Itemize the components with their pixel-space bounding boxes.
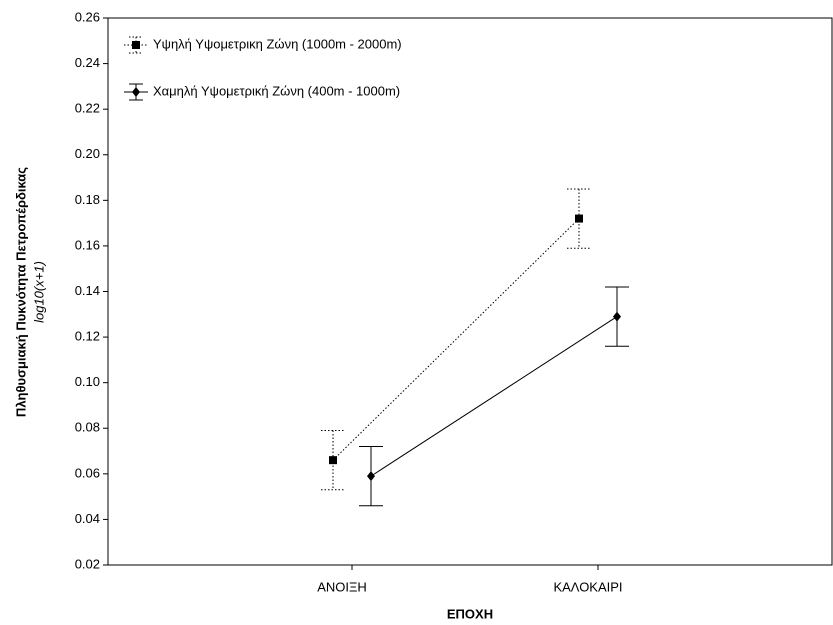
series-line bbox=[370, 316, 618, 477]
legend-marker bbox=[132, 87, 140, 97]
y-axis-label: Πληθυσμιακή Πυκνότητα Πετροπέρδικας bbox=[13, 167, 28, 417]
y-axis-sublabel: log10(x+1) bbox=[31, 261, 46, 323]
y-tick-label: 0.08 bbox=[75, 420, 100, 435]
y-tick-label: 0.06 bbox=[75, 465, 100, 480]
error-bar bbox=[567, 188, 591, 249]
y-tick-label: 0.26 bbox=[75, 9, 100, 24]
x-axis-label: ΕΠΟΧΗ bbox=[447, 606, 493, 621]
y-tick-label: 0.20 bbox=[75, 146, 100, 161]
series-line bbox=[332, 218, 580, 461]
y-tick-label: 0.04 bbox=[75, 511, 100, 526]
x-tick-label: ΚΑΛΟΚΑΙΡΙ bbox=[553, 579, 622, 594]
point bbox=[575, 214, 583, 223]
legend-label: Χαμηλή Υψομετρική Ζώνη (400m - 1000m) bbox=[153, 83, 400, 98]
y-tick-label: 0.18 bbox=[75, 192, 100, 207]
point bbox=[329, 456, 337, 465]
y-tick-label: 0.16 bbox=[75, 237, 100, 252]
error-bar bbox=[321, 430, 345, 491]
y-tick-label: 0.14 bbox=[75, 283, 100, 298]
y-tick-label: 0.12 bbox=[75, 329, 100, 344]
y-tick-label: 0.10 bbox=[75, 374, 100, 389]
y-tick-label: 0.02 bbox=[75, 556, 100, 571]
legend bbox=[112, 24, 534, 116]
point bbox=[613, 311, 621, 322]
x-tick-label: ΑΝΟΙΞΗ bbox=[317, 579, 367, 594]
y-tick-label: 0.22 bbox=[75, 101, 100, 116]
legend-marker bbox=[132, 41, 140, 49]
legend-label: Υψηλή Υψομετρικη Ζώνη (1000m - 2000m) bbox=[153, 36, 402, 51]
point bbox=[367, 471, 375, 482]
y-tick-label: 0.24 bbox=[75, 55, 100, 70]
